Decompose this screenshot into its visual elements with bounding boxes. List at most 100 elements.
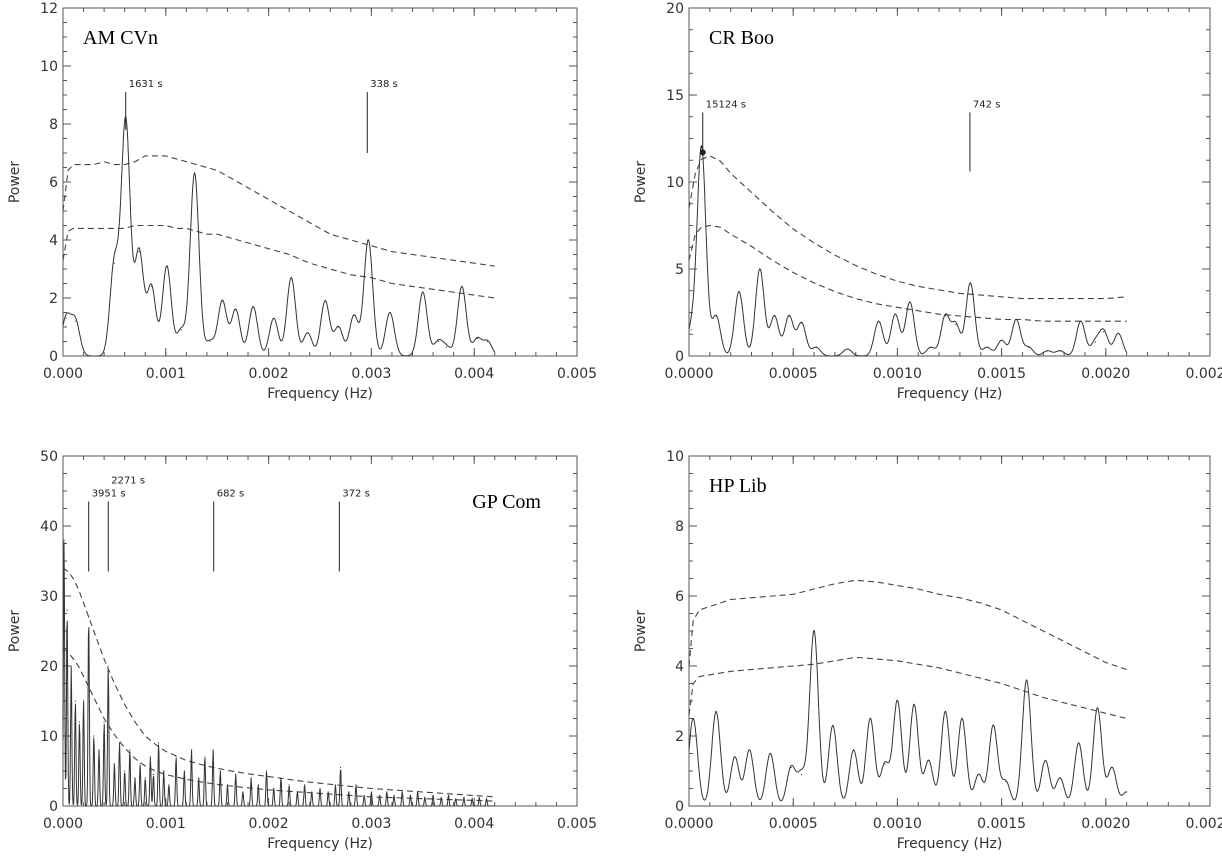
spectrum-peak: [832, 724, 834, 727]
spectrum-peak: [815, 346, 817, 348]
y-tick-label: 0: [49, 349, 58, 365]
spectrum-peak: [773, 315, 776, 317]
spectrum-peak: [348, 791, 350, 793]
spectrum-peak: [144, 777, 146, 779]
spectrum-peak: [422, 291, 424, 293]
period-label: 15124 s: [706, 99, 746, 110]
x-tick-label: 0.0000: [665, 816, 714, 832]
y-tick-label: 4: [49, 233, 58, 249]
peak-marker: [699, 149, 706, 156]
x-tick-label: 0.0015: [977, 816, 1026, 832]
spectrum-peak: [1094, 341, 1096, 343]
spectrum-peak: [1080, 320, 1082, 322]
y-tick-label: 2: [49, 291, 58, 307]
y-axis-title: Power: [7, 161, 23, 204]
spectrum-peak: [74, 700, 76, 702]
spectrum-peak: [759, 268, 761, 270]
dashed-curve-2: [62, 648, 495, 802]
power-spectrum-line: [62, 541, 495, 807]
spectrum-peak: [273, 787, 275, 790]
spectrum-peak: [88, 616, 90, 618]
spectrum-peak: [288, 784, 290, 786]
spectrum-peak: [93, 735, 95, 737]
panel-4: 0.0000 0.0005 0.0010 0.0015 0.0020 0.0025 0 2 4 6…: [633, 449, 1222, 852]
spectrum-peak: [986, 346, 988, 348]
spectrum-peak: [280, 777, 282, 779]
spectrum-peak: [226, 784, 229, 786]
spectrum-peak: [463, 797, 465, 799]
spectrum-peak: [386, 791, 388, 793]
spectrum-peak: [235, 309, 237, 311]
spectrum-peak: [139, 763, 141, 765]
spectrum-peak: [790, 766, 792, 769]
x-tick-label: 0.000: [43, 366, 83, 382]
spectrum-peak: [319, 787, 321, 790]
spectrum-peak: [221, 300, 223, 302]
spectrum-peak: [800, 322, 803, 324]
spectrum-peak: [250, 777, 252, 779]
y-tick-label: 4: [675, 659, 684, 675]
panel-title: AM CVn: [83, 27, 158, 49]
spectrum-peak: [961, 717, 963, 720]
x-axis-title: Frequency (Hz): [897, 836, 1003, 852]
power-spectrum-line: [688, 629, 1127, 802]
spectrum-peak: [896, 700, 899, 702]
spectrum-peak: [113, 262, 115, 264]
spectrum-peak: [690, 329, 692, 331]
spectrum-peak: [204, 756, 206, 758]
x-tick-label: 0.0010: [873, 816, 922, 832]
x-tick-label: 0.0010: [873, 366, 922, 382]
plot-frame: [688, 455, 1211, 807]
spectrum-peak: [296, 791, 298, 793]
y-tick-label: 5: [675, 262, 684, 278]
spectrum-peak: [393, 794, 395, 797]
spectrum-peak: [738, 291, 740, 293]
spectrum-peak: [846, 348, 848, 350]
plot-frame: [62, 7, 578, 357]
spectrum-peak: [447, 794, 450, 797]
spectrum-peak: [715, 315, 717, 317]
y-tick-label: 40: [40, 519, 58, 535]
spectrum-peak: [219, 770, 221, 772]
y-tick-label: 8: [675, 519, 684, 535]
spectrum-peak: [769, 752, 771, 755]
x-tick-label: 0.000: [43, 816, 83, 832]
y-tick-label: 0: [49, 799, 58, 815]
spectrum-peak: [401, 791, 403, 793]
panel-title: CR Boo: [709, 27, 774, 49]
spectrum-peak: [878, 320, 880, 322]
y-tick-label: 10: [40, 59, 58, 75]
spectrum-peak: [788, 315, 790, 317]
spectrum-peak: [1005, 780, 1007, 783]
spectrum-peak: [158, 742, 160, 744]
spectrum-peak: [485, 798, 488, 800]
spectrum-peak: [445, 346, 448, 348]
y-tick-label: 10: [666, 449, 684, 465]
period-label: 682 s: [217, 489, 244, 500]
spectrum-peak: [476, 338, 478, 340]
period-label: 2271 s: [111, 476, 145, 487]
dashed-curve-2: [62, 224, 495, 299]
spectrum-peak: [166, 265, 168, 267]
spectrum-peak: [700, 146, 703, 148]
spectrum-peak: [367, 239, 369, 241]
x-tick-label: 0.001: [146, 816, 186, 832]
y-tick-label: 0: [675, 799, 684, 815]
y-axis-title: Power: [633, 161, 649, 204]
spectrum-peak: [257, 784, 259, 786]
spectrum-peak: [103, 721, 105, 723]
y-tick-label: 20: [666, 1, 684, 17]
spectrum-peak: [424, 797, 426, 799]
spectrum-peak: [113, 763, 115, 765]
spectrum-peak: [327, 791, 329, 793]
spectrum-peak: [339, 766, 342, 769]
spectrum-peak: [337, 326, 340, 328]
spectrum-peak: [209, 340, 211, 343]
y-tick-label: 10: [666, 175, 684, 191]
spectrum-peak: [107, 665, 109, 667]
dashed-curve-1: [62, 155, 495, 267]
spectrum-peak: [1015, 318, 1017, 321]
spectrum-peak: [928, 759, 930, 762]
y-tick-label: 50: [40, 449, 58, 465]
spectrum-peak: [913, 703, 915, 706]
